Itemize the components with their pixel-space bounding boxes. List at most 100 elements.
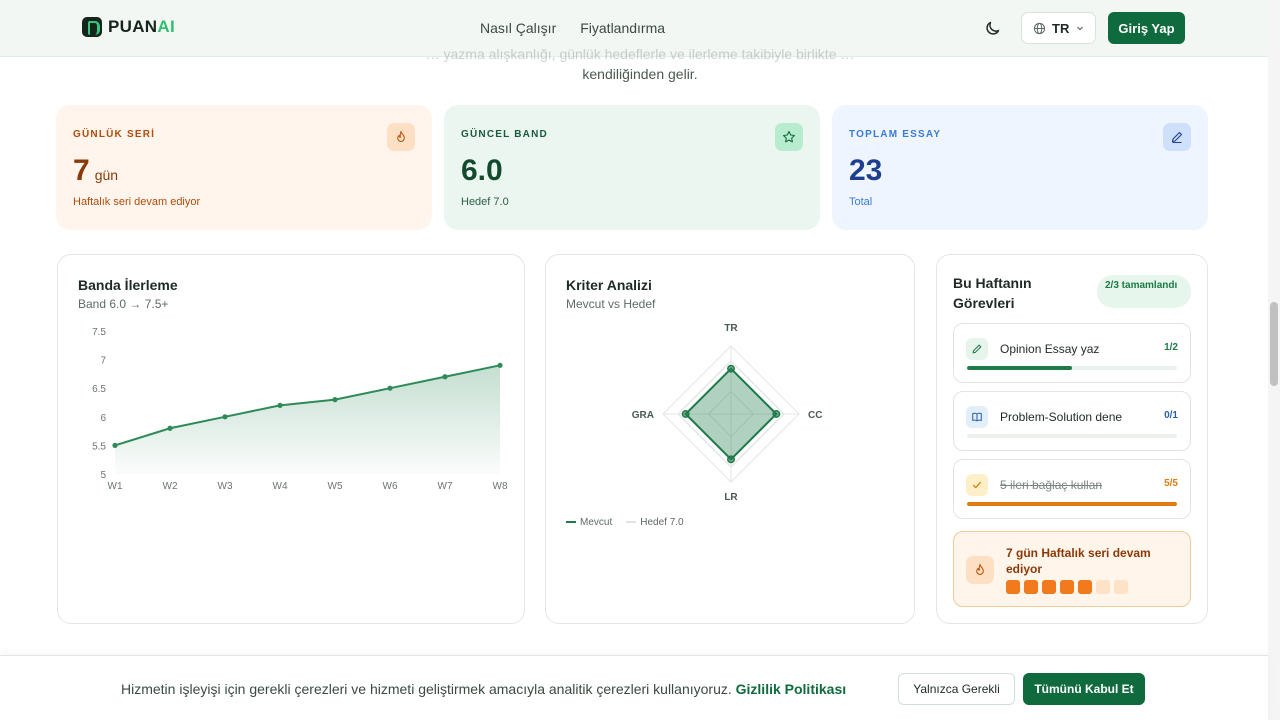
x-tick-label: W2: [163, 481, 178, 492]
panel-subtitle: Band 6.0 → 7.5+: [78, 297, 169, 311]
radar-axis-label: CC: [808, 410, 822, 421]
flame-icon: [387, 123, 415, 151]
privacy-policy-link[interactable]: Gizlilik Politikası: [735, 681, 847, 697]
panel-subtitle: Mevcut vs Hedef: [566, 297, 656, 311]
streak-text: 7 gün Haftalık seri devam ediyor: [1006, 546, 1151, 576]
logo-text: PUANAI: [108, 17, 175, 36]
progress-point[interactable]: [112, 442, 118, 448]
x-tick-label: W3: [218, 481, 233, 492]
band-progress-panel: Banda İlerleme Band 6.0 → 7.5+ 5 5.5 6 6.5 7…: [57, 254, 525, 624]
progress-area: [115, 365, 500, 474]
radar-point[interactable]: [727, 364, 735, 373]
necessary-only-button[interactable]: Yalnızca Gerekli: [898, 673, 1015, 705]
stat-card-band: GÜNCEL BAND 6.0 Hedef 7.0: [444, 105, 820, 230]
y-tick-label: 7: [100, 356, 106, 367]
criteria-analysis-panel: Kriter Analizi Mevcut vs Hedef TR CC LR GRA…: [545, 254, 915, 624]
radar-axis-label: TR: [724, 323, 738, 334]
stat-value: 7 gün: [73, 154, 119, 187]
logo[interactable]: PUANAI: [82, 17, 175, 37]
pencil-icon: [1163, 123, 1191, 151]
main-nav: Nasıl Çalışır Fiyatlandırma: [480, 20, 665, 36]
accept-all-button[interactable]: Tümünü Kabul Et: [1023, 673, 1145, 705]
chevron-down-icon: [1077, 26, 1084, 31]
x-tick-label: W1: [108, 481, 123, 492]
top-header: PUANAI Nasıl Çalışır Fiyatlandırma TR Gi…: [0, 0, 1268, 57]
streak-day: [1078, 580, 1092, 594]
progress-point[interactable]: [442, 374, 448, 380]
task-label: Opinion Essay yaz: [1000, 342, 1100, 356]
stat-value: 6.0: [461, 154, 503, 187]
intro-line-partial: … yazma alışkanlığı, günlük hedeflerle v…: [425, 46, 855, 62]
progress-point[interactable]: [222, 414, 228, 420]
globe-icon: [1033, 22, 1046, 34]
task-count: 1/2: [1164, 342, 1178, 353]
theme-toggle-button[interactable]: [983, 18, 1003, 38]
y-tick-label: 7.5: [92, 327, 106, 338]
pencil-icon: [966, 338, 988, 360]
cookie-banner: Hizmetin işleyişi için gerekli çerezleri…: [0, 655, 1268, 720]
streak-day: [1024, 580, 1038, 594]
x-tick-label: W5: [328, 481, 343, 492]
task-item[interactable]: Problem-Solution dene 0/1: [953, 391, 1191, 451]
task-item[interactable]: 5 ileri bağlaç kullan 5/5: [953, 459, 1191, 519]
book-icon: [966, 406, 988, 428]
task-count: 5/5: [1164, 478, 1178, 489]
task-progress-bar: [967, 366, 1177, 370]
task-count: 0/1: [1164, 410, 1178, 421]
progress-point[interactable]: [497, 362, 503, 368]
language-select[interactable]: TR: [1021, 12, 1096, 44]
task-item[interactable]: Opinion Essay yaz 1/2: [953, 323, 1191, 383]
streak-day: [1060, 580, 1074, 594]
login-button[interactable]: Giriş Yap: [1108, 12, 1185, 44]
streak-day: [1006, 580, 1020, 594]
panel-title: Banda İlerleme: [78, 277, 178, 293]
tasks-progress-badge: 2/3 tamamlandı: [1097, 275, 1191, 308]
streak-day: [1042, 580, 1056, 594]
weekly-tasks-panel: Bu Haftanın Görevleri 2/3 tamamlandı Opi…: [936, 254, 1208, 624]
streak-day: [1114, 580, 1128, 594]
radar-axis-label: LR: [724, 492, 738, 503]
legend-current: Mevcut: [566, 517, 612, 528]
stat-card-essays: TOPLAM ESSAY 23 Total: [832, 105, 1208, 230]
progress-point[interactable]: [167, 425, 173, 431]
x-tick-label: W7: [438, 481, 453, 492]
moon-icon: [986, 21, 1000, 35]
cookie-text: Hizmetin işleyişi için gerekli çerezleri…: [121, 681, 847, 697]
progress-point[interactable]: [387, 385, 393, 391]
intro-text: … yazma alışkanlığı, günlük hedeflerle v…: [380, 44, 900, 84]
language-value: TR: [1052, 20, 1070, 36]
task-progress-bar: [967, 434, 1177, 438]
stat-label: TOPLAM ESSAY: [849, 129, 942, 140]
y-tick-label: 6.5: [92, 384, 106, 395]
stat-sub: Total: [849, 196, 873, 208]
legend-target: Hedef 7.0: [626, 517, 684, 528]
radar-axis-label: GRA: [632, 410, 654, 421]
task-label: 5 ileri bağlaç kullan: [1000, 478, 1103, 492]
progress-line: [114, 364, 501, 447]
streak-days: [1006, 580, 1128, 594]
page-scrollbar-thumb[interactable]: [1270, 302, 1278, 386]
star-icon: [775, 123, 803, 151]
tasks-title: Bu Haftanın Görevleri: [953, 275, 1032, 311]
radar-current-shape: [684, 367, 778, 461]
x-tick-label: W8: [493, 481, 508, 492]
streak-summary: 7 gün Haftalık seri devam ediyor: [953, 531, 1191, 607]
y-tick-label: 6: [100, 413, 106, 424]
check-icon: [966, 474, 988, 496]
criteria-radar-chart: TR CC LR GRA: [632, 323, 823, 503]
progress-point[interactable]: [332, 397, 338, 403]
x-tick-label: W6: [383, 481, 398, 492]
stat-card-streak: GÜNLÜK SERİ 7 gün Haftalık seri devam edi…: [56, 105, 432, 230]
stat-sub: Haftalık seri devam ediyor: [73, 196, 201, 208]
nav-pricing[interactable]: Fiyatlandırma: [580, 20, 666, 36]
task-progress-bar: [967, 502, 1177, 506]
progress-point[interactable]: [277, 402, 283, 408]
radar-point[interactable]: [681, 410, 690, 418]
radar-target-shape: [677, 360, 785, 468]
radar-point[interactable]: [772, 410, 781, 418]
radar-point[interactable]: [727, 455, 735, 464]
flame-icon: [966, 556, 994, 584]
intro-line: kendiliğinden gelir.: [582, 66, 698, 82]
nav-how-it-works[interactable]: Nasıl Çalışır: [480, 20, 557, 36]
stat-label: GÜNCEL BAND: [461, 129, 548, 140]
